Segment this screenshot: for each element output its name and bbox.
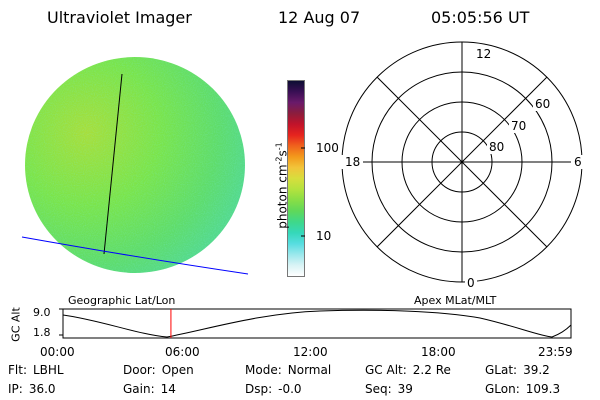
status-seq: Seq: 39 xyxy=(365,382,413,396)
status-label: Flt: xyxy=(8,363,27,377)
status-dsp: Dsp: -0.0 xyxy=(245,382,302,396)
x-tick-2359: 23:59 xyxy=(538,345,573,359)
status-value: 36.0 xyxy=(28,382,56,396)
status-value: 14 xyxy=(160,382,176,396)
status-glat: GLat: 39.2 xyxy=(485,363,550,377)
status-gcalt: GC Alt: 2.2 Re xyxy=(365,363,451,377)
satellite-track xyxy=(21,236,249,275)
lat-70-label: 70 xyxy=(511,119,527,133)
altitude-curve xyxy=(62,309,572,338)
status-mode: Mode: Normal xyxy=(245,363,331,377)
status-value: Open xyxy=(161,363,194,377)
lat-60-label: 60 xyxy=(535,97,551,111)
status-ip: IP: 36.0 xyxy=(8,382,56,396)
meridian-line xyxy=(103,73,123,255)
mlt-18-label: 18 xyxy=(345,155,361,169)
x-tick-0000: 00:00 xyxy=(40,345,75,359)
status-label: Mode: xyxy=(245,363,282,377)
geographic-title: Geographic Lat/Lon xyxy=(68,294,176,307)
status-label: Dsp: xyxy=(245,382,273,396)
status-value: 109.3 xyxy=(525,382,561,396)
mlt-12-label: 12 xyxy=(476,47,492,61)
status-door: Door: Open xyxy=(123,363,194,377)
status-value: LBHL xyxy=(32,363,64,377)
colorbar xyxy=(287,80,305,277)
apex-title: Apex MLat/MLT xyxy=(414,294,497,307)
colorbar-tick-10: 10 xyxy=(316,229,332,243)
status-glon: GLon: 109.3 xyxy=(485,382,560,396)
status-flt: Flt: LBHL xyxy=(8,363,64,377)
status-label: GC Alt: xyxy=(365,363,407,377)
status-label: Seq: xyxy=(365,382,392,396)
mlt-0-label: 0 xyxy=(467,276,475,290)
x-tick-1800: 18:00 xyxy=(421,345,456,359)
status-value: -0.0 xyxy=(278,382,302,396)
mlt-6-label: 6 xyxy=(574,155,582,169)
status-label: Gain: xyxy=(123,382,155,396)
timeline-y-bottom: 1.8 xyxy=(33,326,51,339)
timeline-y-top: 9.0 xyxy=(33,306,51,319)
status-value: 39.2 xyxy=(523,363,550,377)
x-tick-1200: 12:00 xyxy=(293,345,328,359)
date-label: 12 Aug 07 xyxy=(278,8,361,27)
time-label: 05:05:56 UT xyxy=(431,8,530,27)
lat-80-label: 80 xyxy=(489,140,505,154)
status-value: Normal xyxy=(287,363,332,377)
status-value: 2.2 Re xyxy=(412,363,451,377)
status-gain: Gain: 14 xyxy=(123,382,176,396)
status-label: IP: xyxy=(8,382,23,396)
status-value: 39 xyxy=(397,382,413,396)
status-label: GLat: xyxy=(485,363,518,377)
instrument-title: Ultraviolet Imager xyxy=(47,8,192,27)
colorbar-tick-100: 100 xyxy=(316,141,339,155)
x-tick-0600: 06:00 xyxy=(165,345,200,359)
status-label: GLon: xyxy=(485,382,520,396)
status-label: Door: xyxy=(123,363,156,377)
